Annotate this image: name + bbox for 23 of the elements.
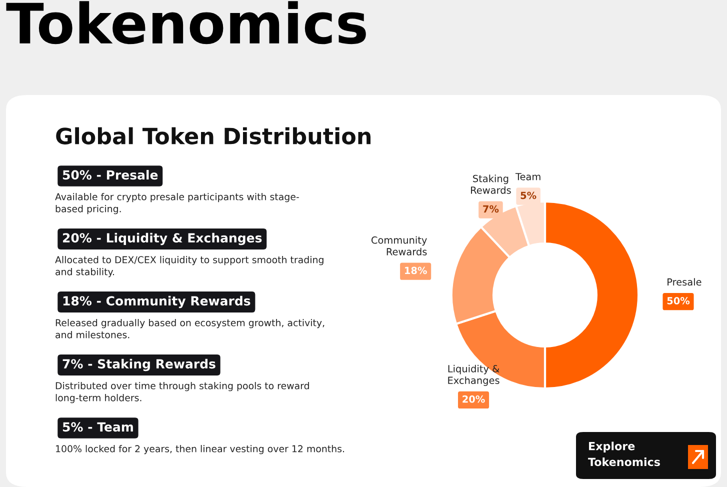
data-label: 7% — [483, 205, 499, 213]
text: 50% - Presale — [62, 170, 158, 180]
slice-label: Community Rewards — [371, 236, 427, 256]
chart-subtitle: Global Token Distribution — [56, 127, 370, 144]
slice-label: Team — [515, 173, 540, 180]
data-label: 18% — [405, 266, 427, 274]
text: 18% - Community Rewards — [63, 296, 250, 308]
slice-label: Presale — [668, 278, 702, 286]
chart-title: Tokenomics — [6, 1, 366, 44]
slice-label: Staking Rewards — [471, 174, 511, 194]
text: 5% - Team — [62, 422, 133, 432]
text: 20% - Liquidity & Exchanges — [62, 232, 262, 246]
text: 7% - Staking Rewards — [62, 358, 216, 372]
text: 100% locked for 2 years, then linear vesting over 12 months. — [56, 445, 344, 454]
data-label: 5% — [520, 192, 536, 200]
text: Released gradually based on ecosystem growth, activity, and milestones. — [56, 319, 324, 338]
slice-label: Liquidity & Exchanges — [448, 364, 500, 386]
text: Distributed over time through staking pools to reward long-term holders. — [56, 382, 309, 404]
data-label: 20% — [462, 395, 485, 403]
text: Allocated to DEX/CEX liquidity to support smooth trading and stability. — [55, 256, 324, 278]
text: Explore Tokenomics — [588, 442, 660, 466]
data-label: 50% — [667, 297, 690, 304]
text: Available for crypto presale participants with stage- based pricing. — [55, 193, 299, 214]
